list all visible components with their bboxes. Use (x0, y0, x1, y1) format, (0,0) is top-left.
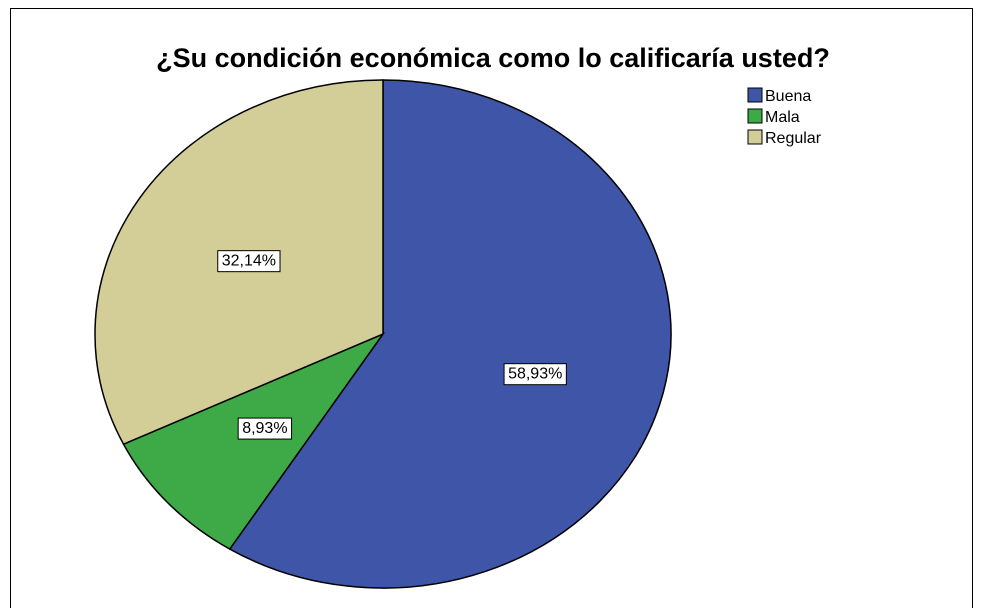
pie-slices (94, 79, 672, 589)
data-label-regular: 32,14% (217, 250, 281, 273)
legend: Buena Mala Regular (747, 87, 822, 147)
legend-label-buena: Buena (765, 88, 811, 105)
pie-chart: ¿Su condición económica como lo califica… (94, 43, 830, 589)
svg-text:8,93%: 8,93% (242, 420, 287, 437)
data-label-mala: 8,93% (237, 417, 293, 440)
legend-label-regular: Regular (765, 130, 822, 147)
pie-data-labels: 58,93% 8,93% 32,14% (217, 250, 567, 440)
pie-slice-mala (122, 332, 386, 551)
data-label-buena: 58,93% (503, 363, 567, 386)
svg-text:58,93%: 58,93% (508, 366, 562, 383)
legend-swatch-mala (747, 108, 763, 124)
legend-swatch-regular (747, 129, 763, 145)
legend-item-mala: Mala (747, 108, 800, 126)
svg-text:32,14%: 32,14% (222, 253, 276, 270)
chart-title: ¿Su condición económica como lo califica… (156, 43, 830, 73)
legend-swatch-buena (747, 87, 763, 103)
legend-label-mala: Mala (765, 109, 800, 126)
pie-slice-buena (228, 79, 672, 589)
legend-item-buena: Buena (747, 87, 811, 105)
legend-item-regular: Regular (747, 129, 822, 147)
